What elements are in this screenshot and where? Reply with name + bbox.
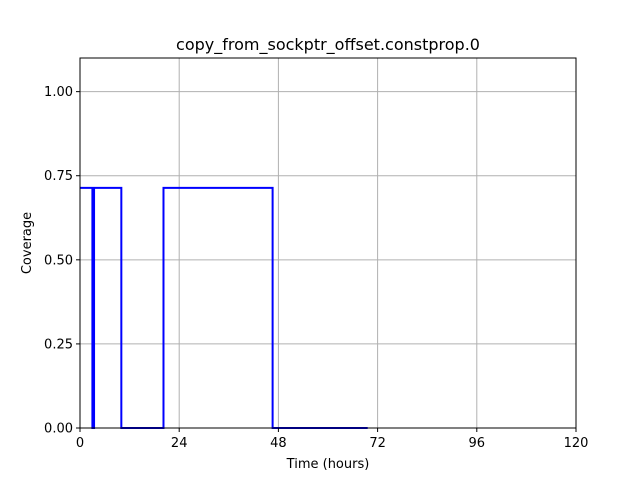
coverage-series-line xyxy=(80,186,368,429)
x-tick-label: 72 xyxy=(369,436,386,451)
x-tick-label: 96 xyxy=(469,436,486,451)
x-axis-label: Time (hours) xyxy=(286,457,370,472)
y-tick-label: 0.75 xyxy=(44,169,73,184)
x-tick-label: 0 xyxy=(76,436,84,451)
plot-area xyxy=(80,58,576,428)
axis-ticks: 0 24 48 72 96 120 0.00 0.25 0.50 0.75 1.00 xyxy=(44,85,588,451)
y-tick-label: 0.00 xyxy=(44,422,73,437)
x-tick-label: 24 xyxy=(171,436,188,451)
chart-title: copy_from_sockptr_offset.constprop.0 xyxy=(176,35,480,55)
x-tick-label: 48 xyxy=(270,436,287,451)
y-tick-label: 0.50 xyxy=(44,253,73,268)
y-tick-label: 1.00 xyxy=(44,85,73,100)
y-tick-label: 0.25 xyxy=(44,337,73,352)
y-axis-label: Coverage xyxy=(20,212,35,274)
plot-frame xyxy=(79,57,577,429)
x-tick-label: 120 xyxy=(564,436,589,451)
series-layer xyxy=(80,186,368,429)
